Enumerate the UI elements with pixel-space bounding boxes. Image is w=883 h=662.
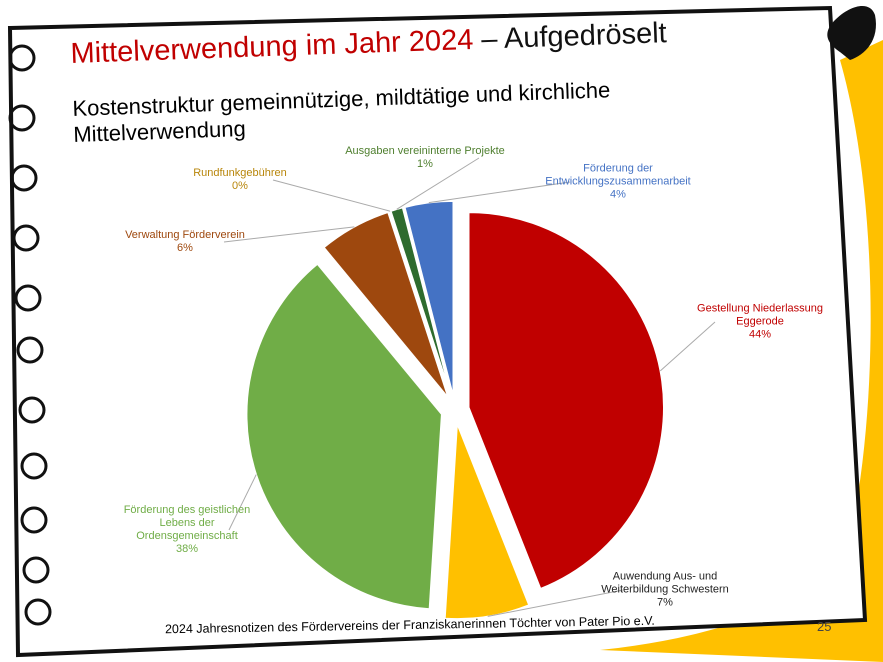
value-label: 1% bbox=[417, 158, 433, 170]
slice-label: Auwendung Aus- und Weiterbildung Schwest… bbox=[595, 571, 735, 610]
page-number: 25 bbox=[817, 619, 832, 634]
category-label: Ausgaben vereininterne Projekte bbox=[345, 145, 505, 157]
leader-line bbox=[659, 321, 716, 372]
slice-label: Verwaltung Förderverein 6% bbox=[120, 229, 250, 255]
leader-line bbox=[428, 181, 571, 204]
pie-slice bbox=[245, 263, 443, 610]
value-label: 6% bbox=[177, 242, 193, 254]
category-label: Förderung der Entwicklungszusammenarbeit bbox=[545, 162, 691, 188]
value-label: 4% bbox=[610, 188, 626, 201]
category-label: Gestellung Niederlassung Eggerode bbox=[697, 302, 823, 328]
slice-label: Gestellung Niederlassung Eggerode 44% bbox=[685, 303, 835, 342]
leader-line bbox=[272, 179, 391, 212]
value-label: 7% bbox=[657, 596, 673, 609]
pie-slice bbox=[444, 423, 530, 620]
category-label: Rundfunkgebühren bbox=[193, 167, 287, 179]
category-label: Verwaltung Förderverein bbox=[125, 229, 245, 241]
leader-line bbox=[223, 226, 355, 243]
spiral-rings bbox=[8, 44, 52, 626]
leader-line bbox=[228, 474, 257, 531]
title-suffix: – Aufgedröselt bbox=[480, 17, 668, 56]
slice-label: Förderung der Entwicklungszusammenarbeit… bbox=[538, 163, 698, 202]
value-label: 0% bbox=[232, 180, 248, 192]
value-label: 38% bbox=[175, 543, 199, 555]
category-label: Förderung des geistlichen Lebens der Ord… bbox=[123, 504, 251, 542]
dove-icon bbox=[827, 5, 876, 61]
category-label: Auwendung Aus- und Weiterbildung Schwest… bbox=[601, 570, 729, 596]
slice-label: Rundfunkgebühren 0% bbox=[185, 167, 295, 193]
leader-line bbox=[396, 157, 480, 210]
pie bbox=[223, 157, 716, 620]
slice-label: Ausgaben vereininterne Projekte 1% bbox=[335, 145, 515, 171]
pie-slice bbox=[468, 211, 665, 590]
value-label: 44% bbox=[748, 328, 772, 341]
pie-slice bbox=[403, 200, 454, 397]
slice-label: Förderung des geistlichen Lebens der Ord… bbox=[117, 504, 257, 556]
pie-slice bbox=[322, 211, 449, 399]
leader-line bbox=[487, 589, 624, 617]
